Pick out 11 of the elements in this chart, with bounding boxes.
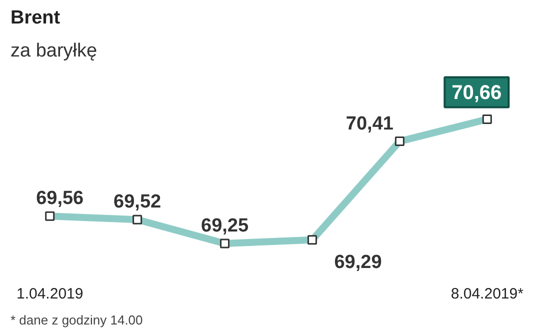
text: * dane z godziny 14.00 — [10, 312, 143, 328]
data-label: 70,66 — [452, 82, 502, 104]
data-label: 69,56 — [36, 188, 84, 210]
chart-subtitle: za baryłkę — [10, 40, 98, 62]
x-tick-label: 1.04.2019 — [16, 286, 84, 302]
chart-title: Brent — [10, 8, 61, 28]
data-label: 70,41 — [346, 113, 394, 134]
data-label: 69,29 — [334, 252, 382, 273]
data-label: 69,25 — [201, 215, 249, 236]
data-label: 69,52 — [114, 192, 162, 213]
x-tick-label: 8.04.2019* — [450, 286, 524, 302]
